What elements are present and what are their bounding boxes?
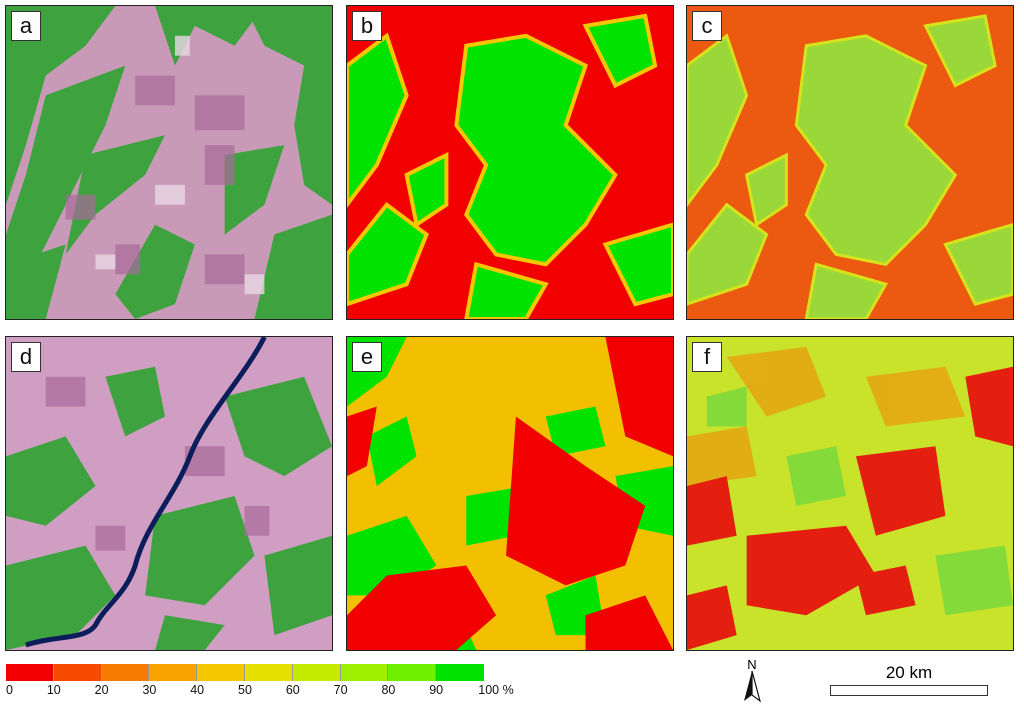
legend-swatch [244,664,293,681]
legend-tick-label: 0 [6,683,13,697]
map-panel-e: e [346,336,674,651]
north-label: N [747,657,757,672]
panel-label: e [352,342,382,372]
classified-map [687,6,1013,319]
legend-tick-label: 60 [285,683,300,697]
color-legend [6,664,484,681]
map-panel-b: b [346,5,674,320]
map-panel-f: f [686,336,1014,651]
legend-swatch [436,664,484,681]
scale-label: 20 km [885,663,933,682]
satellite-image [6,337,332,650]
legend-tick-label: 90 [429,683,444,697]
legend-swatch [197,664,245,681]
panel-label: a [11,11,41,41]
map-panel-c: c [686,5,1014,320]
scale-bar [830,685,988,696]
panel-label: c [692,11,722,41]
legend-swatch [340,664,389,681]
legend-swatch [388,664,437,681]
classified-map [687,337,1013,650]
map-panel-a: a [5,5,333,320]
legend-swatch [292,664,341,681]
legend-labels: 0 10 20 30 40 50 60 70 80 90 100 % [6,683,514,703]
legend-tick-label: 70 [333,683,348,697]
classified-map [347,337,673,650]
legend-swatch [149,664,198,681]
legend-tick-label: 30 [142,683,157,697]
legend-tick-label: 100 % [478,683,514,697]
legend-swatch [6,664,54,681]
legend-tick-label: 50 [238,683,252,697]
legend-swatch [101,664,150,681]
map-panel-d: d [5,336,333,651]
panel-label: b [352,11,382,41]
satellite-image [6,6,332,319]
legend-tick-label: 10 [46,683,61,697]
legend-tick-label: 80 [381,683,396,697]
legend-tick-label: 40 [190,683,205,697]
legend-swatch [53,664,102,681]
legend-tick-label: 20 [94,683,109,697]
classified-map [347,6,673,319]
north-arrow-icon [744,670,762,703]
panel-label: d [11,342,41,372]
panel-label: f [692,342,722,372]
